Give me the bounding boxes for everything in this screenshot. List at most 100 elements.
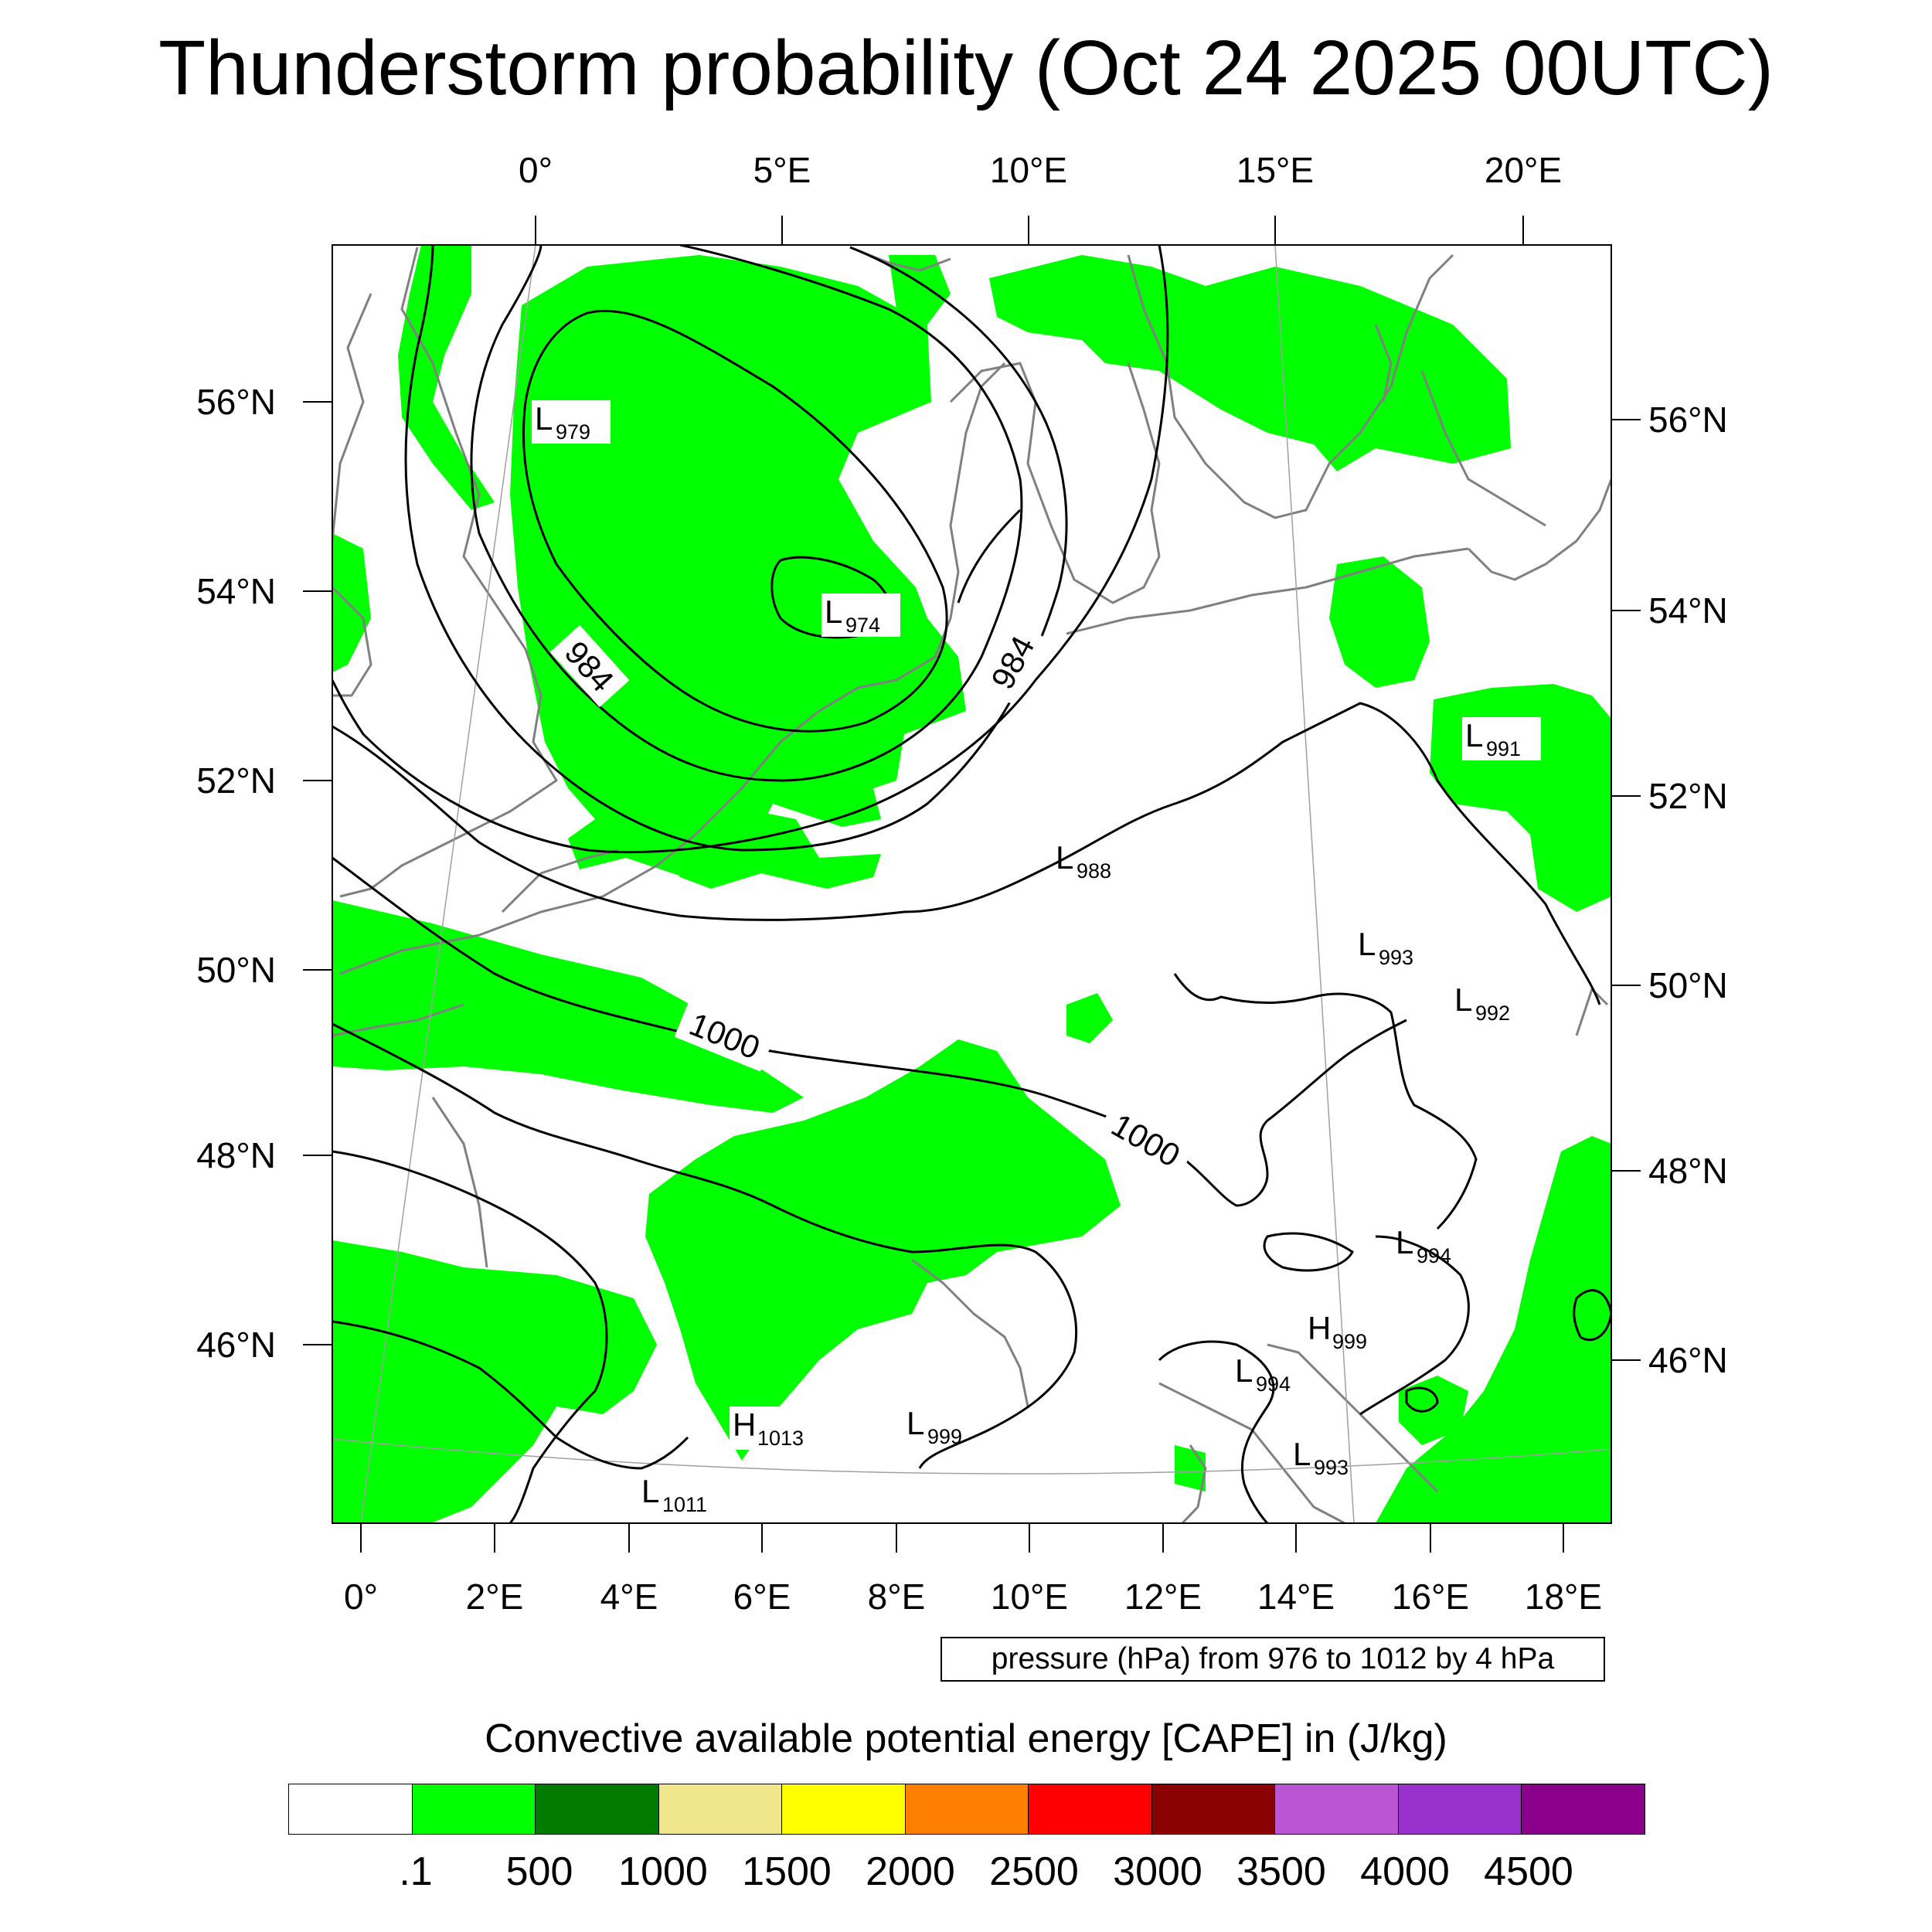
pressure-center: L 991 <box>1462 717 1541 760</box>
right-lat-labels: 56°N 54°N 52°N 50°N 48°N 46°N <box>1648 400 1728 1380</box>
cape-area-poland <box>1329 556 1430 688</box>
pressure-center: L 979 <box>532 400 611 444</box>
cape-area-scotland <box>398 245 495 510</box>
pressure-center: L 992 <box>1454 981 1510 1025</box>
pressure-center-value: 993 <box>1379 946 1413 969</box>
bottom-lon-label: 12°E <box>1124 1577 1202 1617</box>
cape-area-adriatic <box>1399 1376 1468 1445</box>
colorbar-swatch <box>904 1784 1029 1835</box>
colorbar-swatch <box>288 1784 413 1835</box>
coastline-black-sea <box>1575 988 1609 1036</box>
pressure-center: L 993 <box>1358 926 1413 969</box>
pressure-center: L 974 <box>821 594 900 637</box>
pressure-center-type: L <box>1235 1352 1253 1389</box>
bottom-lon-label: 14°E <box>1257 1577 1335 1617</box>
pressure-center-value: 979 <box>556 420 590 444</box>
coastline-baltic-south <box>1066 547 1469 635</box>
top-lon-label: 0° <box>519 150 553 190</box>
pressure-center-type: L <box>535 400 553 437</box>
cape-area-balkans <box>1376 1136 1611 1523</box>
colorbar-label: 500 <box>505 1849 573 1894</box>
tick-marks <box>303 216 1641 1553</box>
pressure-center-type: L <box>1358 926 1376 962</box>
left-lat-label: 52°N <box>196 760 276 801</box>
colorbar-swatch <box>781 1784 906 1835</box>
contour-996a <box>332 702 1601 1005</box>
coastline-brittany <box>332 1003 464 1037</box>
right-lat-label: 56°N <box>1648 400 1728 440</box>
contour-1008 <box>332 1150 608 1523</box>
page-title: Thunderstorm probability (Oct 24 2025 00… <box>158 25 1774 111</box>
pressure-center-type: L <box>1454 981 1472 1018</box>
colorbar-label: 3500 <box>1236 1849 1326 1894</box>
top-lon-label: 15°E <box>1236 150 1314 190</box>
right-lat-label: 50°N <box>1648 965 1728 1005</box>
coastlines <box>332 246 1611 1523</box>
pressure-center-value: 1011 <box>662 1493 707 1516</box>
colorbar-label: 4500 <box>1484 1849 1573 1894</box>
coastline-baltic-east <box>1467 478 1611 581</box>
top-lon-label: 10°E <box>990 150 1067 190</box>
pressure-center-type: H <box>1308 1310 1331 1346</box>
coastline-sweden <box>1127 253 1454 519</box>
pressure-center-value: 999 <box>1332 1330 1367 1353</box>
colorbar-swatch <box>658 1784 783 1835</box>
meridian-0 <box>360 245 536 1523</box>
pressure-contours <box>332 245 1611 1523</box>
coastline-italy <box>1158 1382 1345 1523</box>
left-lat-labels: 56°N 54°N 52°N 50°N 48°N 46°N <box>196 382 276 1365</box>
pressure-center-value: 994 <box>1256 1372 1291 1396</box>
colorbar-swatch <box>535 1784 659 1835</box>
coastline-britain-west <box>332 293 372 542</box>
pressure-center-type: L <box>1396 1224 1413 1260</box>
bottom-lon-labels: 0° 2°E 4°E 6°E 8°E 10°E 12°E 14°E 16°E 1… <box>344 1577 1602 1617</box>
colorbar-swatch <box>1151 1784 1276 1835</box>
coastline-corsica <box>1181 1444 1207 1523</box>
colorbar-label: 1000 <box>618 1849 708 1894</box>
contour-992 <box>332 245 1169 854</box>
coastline-denmark <box>949 362 1161 604</box>
pressure-center: H 999 <box>1308 1310 1367 1353</box>
pressure-center-value: 974 <box>845 614 880 637</box>
map-frame <box>332 244 1612 1524</box>
pressure-center: L 994 <box>1396 1224 1451 1267</box>
map-plot[interactable]: 0° 5°E 10°E 15°E 20°E 0° 2°E 4°E 6°E 8°E… <box>0 0 1932 1700</box>
colorbar-label: 4000 <box>1360 1849 1450 1894</box>
pressure-center-type: L <box>1293 1436 1311 1472</box>
meridian-15e <box>1274 245 1355 1523</box>
colorbar-label: 3000 <box>1113 1849 1202 1894</box>
graticule <box>332 245 1611 1523</box>
contour-979 <box>522 309 948 733</box>
pressure-center-value: 992 <box>1475 1002 1510 1025</box>
pressure-contour-note: pressure (hPa) from 976 to 1012 by 4 hPa <box>940 1637 1605 1682</box>
cape-area-west-channel <box>332 900 804 1113</box>
contour-italy <box>1158 1340 1275 1523</box>
colorbar-swatch <box>1028 1784 1152 1835</box>
coastline-gotland <box>1374 324 1393 403</box>
left-lat-label: 48°N <box>196 1135 276 1175</box>
contour-labels: 984 984 1000 1000 <box>549 620 1196 1181</box>
cape-area-west-ireland <box>332 533 371 672</box>
bottom-lon-label: 4°E <box>600 1577 658 1617</box>
cape-area-sw-france <box>332 1240 657 1523</box>
pressure-center: L 988 <box>1056 839 1111 883</box>
cape-area-sardinia <box>1175 1445 1206 1492</box>
colorbar-label: .1 <box>399 1849 433 1894</box>
pressure-center-value: 999 <box>927 1425 962 1448</box>
bottom-lon-label: 2°E <box>466 1577 524 1617</box>
left-lat-label: 46°N <box>196 1325 276 1365</box>
top-lon-labels: 0° 5°E 10°E 15°E 20°E <box>519 150 1562 190</box>
colorbar-swatch <box>411 1784 536 1835</box>
right-lat-label: 54°N <box>1648 590 1728 631</box>
bottom-lon-label: 0° <box>344 1577 378 1617</box>
coastline-ireland <box>332 586 372 697</box>
cape-area-north-cz <box>1066 993 1113 1043</box>
bottom-lon-label: 8°E <box>868 1577 926 1617</box>
coastline-continent <box>339 362 1006 975</box>
pressure-center-type: L <box>906 1405 924 1441</box>
colorbar-label: 2500 <box>989 1849 1079 1894</box>
left-lat-label: 50°N <box>196 950 276 990</box>
pressure-center: H 1013 <box>730 1406 816 1450</box>
parallel-45n <box>332 1438 1611 1475</box>
cape-area-baltic <box>989 255 1511 471</box>
